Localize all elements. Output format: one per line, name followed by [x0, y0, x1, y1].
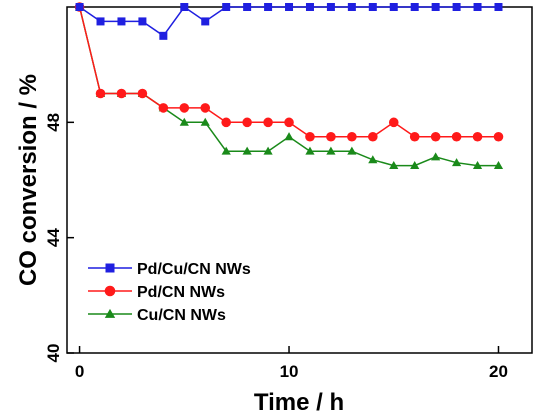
data-point-cu-cn-nws [431, 152, 441, 161]
x-tick-label: 10 [280, 362, 299, 381]
data-point-pd-cu-cn-nws [264, 3, 273, 11]
data-point-cu-cn-nws [368, 155, 378, 164]
y-tick-label: 48 [44, 113, 63, 132]
data-point-pd-cn-nws [409, 131, 420, 142]
y-axis-title: CO conversion / % [15, 74, 42, 286]
data-point-pd-cn-nws [305, 131, 315, 142]
axis-ticks: 0 10 20 40 44 48 [44, 113, 508, 381]
data-point-cu-cn-nws [284, 132, 294, 141]
series-line-cu-cn-nws [78, 6, 499, 167]
data-point-pd-cu-cn-nws [452, 3, 461, 11]
data-point-cu-cn-nws [242, 146, 252, 155]
data-point-cu-cn-nws [389, 160, 399, 170]
data-point-pd-cu-cn-nws [473, 3, 482, 11]
data-point-pd-cn-nws [263, 117, 273, 128]
data-point-pd-cu-cn-nws [285, 3, 294, 11]
data-point-pd-cu-cn-nws [494, 3, 503, 11]
data-point-pd-cu-cn-nws [138, 17, 147, 26]
data-point-pd-cn-nws [200, 103, 211, 113]
data-point-pd-cu-cn-nws [201, 17, 210, 26]
y-tick-label: 40 [44, 344, 63, 363]
data-point-cu-cn-nws [451, 158, 462, 167]
x-tick-label: 0 [75, 362, 84, 381]
legend-label-cu-cn-nws: Cu/CN NWs [137, 307, 226, 324]
data-point-pd-cu-cn-nws [222, 3, 231, 11]
data-point-pd-cn-nws [284, 117, 294, 128]
data-point-pd-cu-cn-nws [410, 3, 419, 11]
data-point-pd-cn-nws [95, 88, 106, 99]
data-point-pd-cu-cn-nws [368, 3, 377, 11]
data-point-pd-cn-nws [242, 117, 252, 128]
data-point-pd-cu-cn-nws [389, 3, 398, 11]
data-point-pd-cn-nws [116, 88, 127, 99]
data-point-pd-cu-cn-nws [75, 3, 84, 11]
x-tick-label: 20 [489, 362, 508, 381]
data-point-pd-cn-nws [158, 103, 169, 113]
data-point-pd-cu-cn-nws [326, 3, 335, 11]
data-point-pd-cn-nws [451, 131, 462, 142]
data-point-pd-cn-nws [388, 117, 399, 128]
data-point-cu-cn-nws [347, 146, 357, 155]
legend-label-pd-cn-nws: Pd/CN NWs [137, 284, 225, 301]
data-point-cu-cn-nws [472, 160, 483, 170]
series-line-pd-cn-nws [78, 6, 499, 138]
data-point-cu-cn-nws [305, 146, 315, 155]
legend-label-pd-cu-cn-nws: Pd/Cu/CN NWs [137, 261, 251, 278]
data-point-pd-cn-nws [137, 88, 148, 99]
data-point-pd-cn-nws [347, 131, 357, 142]
data-point-cu-cn-nws [326, 146, 336, 155]
data-point-cu-cn-nws [221, 146, 231, 155]
data-point-pd-cu-cn-nws [431, 3, 440, 11]
data-point-pd-cu-cn-nws [243, 3, 252, 11]
x-axis-title: Time / h [254, 389, 344, 416]
series-lines [78, 5, 499, 167]
legend-marker-pd-cn-nws [104, 285, 116, 297]
data-point-pd-cn-nws [472, 131, 483, 142]
data-point-pd-cu-cn-nws [347, 3, 356, 11]
data-point-pd-cu-cn-nws [159, 31, 168, 40]
data-point-cu-cn-nws [200, 117, 210, 126]
data-point-pd-cu-cn-nws [305, 3, 314, 11]
data-point-pd-cn-nws [179, 103, 190, 113]
data-point-pd-cu-cn-nws [96, 17, 105, 26]
plot-frame [66, 6, 533, 354]
data-point-cu-cn-nws [263, 146, 273, 155]
data-point-pd-cn-nws [326, 131, 336, 142]
legend: Pd/Cu/CN NWs Pd/CN NWs Cu/CN NWs [88, 261, 251, 324]
data-point-pd-cn-nws [493, 131, 504, 142]
legend-marker-cu-cn-nws [104, 308, 116, 318]
y-tick-label: 44 [44, 228, 63, 247]
data-point-pd-cu-cn-nws [117, 17, 126, 26]
series-markers [74, 2, 504, 170]
legend-marker-pd-cu-cn-nws [105, 263, 115, 273]
data-point-pd-cn-nws [368, 131, 378, 142]
data-point-pd-cu-cn-nws [180, 3, 189, 11]
data-point-pd-cn-nws [430, 131, 441, 142]
data-point-cu-cn-nws [493, 160, 504, 170]
data-point-cu-cn-nws [410, 160, 420, 170]
data-point-pd-cn-nws [221, 117, 231, 128]
data-point-cu-cn-nws [179, 117, 189, 126]
